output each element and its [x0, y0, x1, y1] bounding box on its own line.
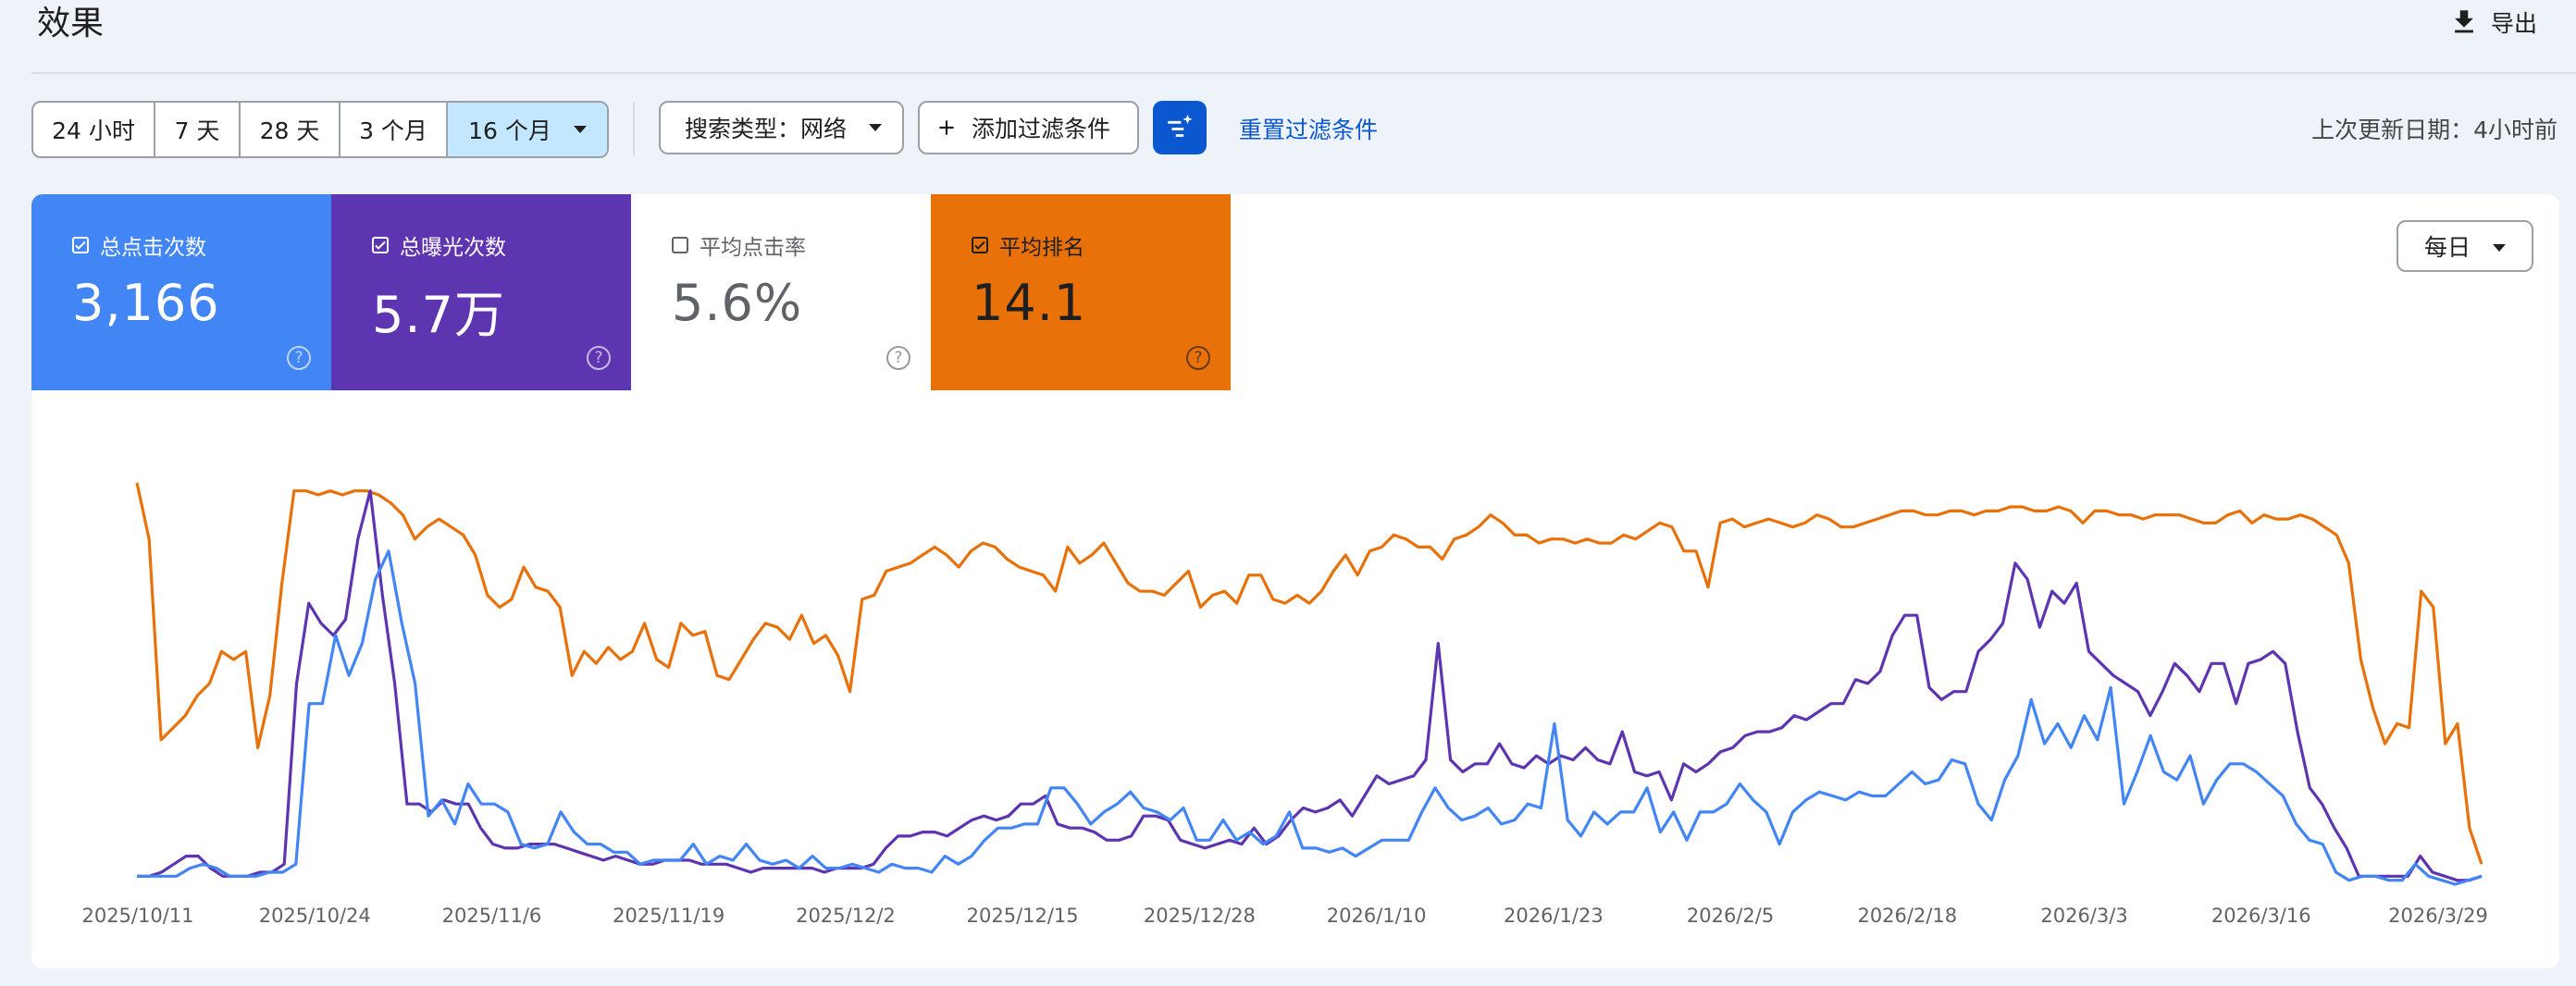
- range-28d[interactable]: 28 天: [241, 103, 341, 156]
- x-tick-label: 2026/2/5: [1687, 905, 1774, 927]
- performance-line-chart: 2025/10/11 2025/10/24 2025/11/6 2025/11/19 2…: [81, 482, 2488, 927]
- performance-card: 总点击次数 3,166 ? 总曝光次数 5.7万 ? 平均点击率 5.6% ? …: [31, 194, 2559, 968]
- metric-total-clicks[interactable]: 总点击次数 3,166 ?: [31, 194, 331, 390]
- x-tick-label: 2026/3/3: [2040, 905, 2127, 927]
- chevron-down-icon: [573, 126, 587, 133]
- checkbox-unchecked-icon[interactable]: [672, 237, 688, 253]
- series-line-1: [137, 489, 2483, 882]
- x-tick-label: 2025/11/19: [613, 905, 724, 927]
- chevron-down-icon: [869, 124, 883, 131]
- x-tick-label: 2026/2/18: [1857, 905, 1957, 927]
- range-24h[interactable]: 24 小时: [33, 103, 155, 156]
- add-filter-button[interactable]: 添加过滤条件: [918, 101, 1139, 154]
- x-tick-label: 2026/1/23: [1504, 905, 1604, 927]
- metric-average-position[interactable]: 平均排名 14.1 ?: [931, 194, 1231, 390]
- help-icon[interactable]: ?: [886, 346, 910, 370]
- plus-icon: [939, 120, 954, 135]
- export-label: 导出: [2490, 10, 2537, 37]
- page-title: 效果: [37, 5, 105, 43]
- x-tick-label: 2026/3/16: [2211, 905, 2311, 927]
- x-tick-label: 2025/12/15: [967, 905, 1079, 927]
- export-button[interactable]: 导出: [2448, 6, 2537, 39]
- filter-sparkle-icon: [1168, 114, 1193, 137]
- date-range-selector: 24 小时 7 天 28 天 3 个月 16 个月: [31, 101, 609, 158]
- range-16m[interactable]: 16 个月: [448, 103, 607, 156]
- filter-options-button[interactable]: [1153, 101, 1207, 154]
- reset-filters-link[interactable]: 重置过滤条件: [1239, 117, 1379, 143]
- metric-value: 14.1: [972, 274, 1087, 332]
- x-tick-label: 2026/1/10: [1327, 905, 1427, 927]
- series-line-0: [137, 549, 2483, 886]
- x-tick-label: 2025/12/2: [796, 905, 896, 927]
- x-tick-label: 2025/10/11: [81, 905, 193, 927]
- toolbar-separator: [633, 102, 635, 155]
- help-icon[interactable]: ?: [1186, 346, 1210, 370]
- x-tick-label: 2025/12/28: [1144, 905, 1256, 927]
- checkbox-checked-icon[interactable]: [72, 237, 89, 253]
- metric-value: 3,166: [72, 274, 220, 332]
- search-type-dropdown[interactable]: 搜索类型：网络: [659, 101, 904, 154]
- metric-value: 5.6%: [672, 274, 803, 332]
- metric-total-impressions[interactable]: 总曝光次数 5.7万 ?: [331, 194, 631, 390]
- checkbox-checked-icon[interactable]: [372, 237, 389, 253]
- granularity-dropdown[interactable]: 每日: [2396, 220, 2533, 272]
- metric-value: 5.7万: [372, 286, 505, 344]
- x-tick-label: 2025/11/6: [442, 905, 542, 927]
- metric-average-ctr[interactable]: 平均点击率 5.6% ?: [631, 194, 931, 390]
- header-divider: [31, 72, 2576, 74]
- last-updated-text: 上次更新日期：4小时前: [2311, 117, 2557, 143]
- download-icon: [2455, 10, 2473, 33]
- range-7d[interactable]: 7 天: [155, 103, 241, 156]
- x-tick-label: 2025/10/24: [259, 905, 371, 927]
- series-line-2: [135, 482, 2483, 865]
- help-icon[interactable]: ?: [587, 346, 611, 370]
- chevron-down-icon: [2493, 244, 2506, 252]
- help-icon[interactable]: ?: [287, 346, 311, 370]
- checkbox-checked-icon[interactable]: [972, 237, 988, 253]
- x-tick-label: 2026/3/29: [2388, 905, 2488, 927]
- range-3m[interactable]: 3 个月: [341, 103, 448, 156]
